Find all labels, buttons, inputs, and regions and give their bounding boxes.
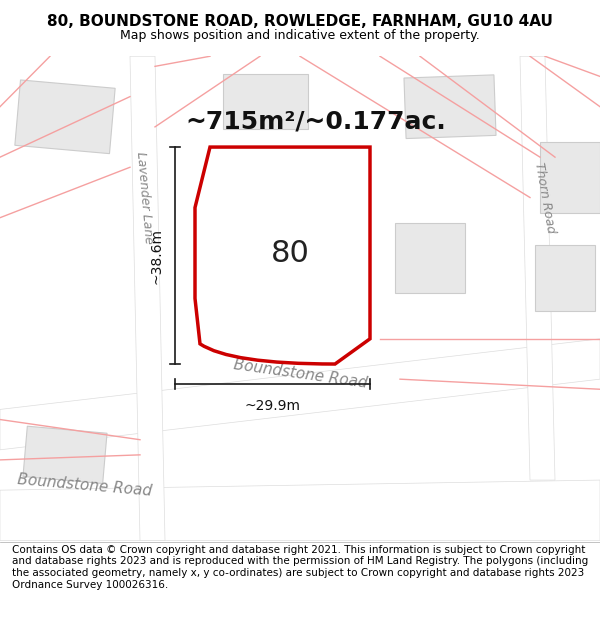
Polygon shape [23,426,107,484]
Text: Map shows position and indicative extent of the property.: Map shows position and indicative extent… [120,29,480,42]
PathPatch shape [195,147,370,364]
Text: Contains OS data © Crown copyright and database right 2021. This information is : Contains OS data © Crown copyright and d… [12,545,588,589]
Text: ~29.9m: ~29.9m [245,399,301,413]
Polygon shape [223,74,308,129]
Polygon shape [130,56,165,541]
Polygon shape [520,56,555,480]
Text: ~38.6m: ~38.6m [149,228,163,284]
Text: Thorn Road: Thorn Road [532,161,557,234]
Text: Boundstone Road: Boundstone Road [17,472,153,499]
Polygon shape [535,246,595,311]
Text: Lavender Lane: Lavender Lane [134,151,155,244]
Polygon shape [0,339,600,450]
Polygon shape [395,222,465,293]
Text: 80, BOUNDSTONE ROAD, ROWLEDGE, FARNHAM, GU10 4AU: 80, BOUNDSTONE ROAD, ROWLEDGE, FARNHAM, … [47,14,553,29]
Polygon shape [404,75,496,139]
Polygon shape [15,80,115,154]
Polygon shape [540,142,600,212]
Polygon shape [260,177,330,258]
Text: ~715m²/~0.177ac.: ~715m²/~0.177ac. [185,110,446,134]
Text: Boundstone Road: Boundstone Road [232,357,368,391]
Text: 80: 80 [271,239,310,268]
Polygon shape [0,480,600,541]
